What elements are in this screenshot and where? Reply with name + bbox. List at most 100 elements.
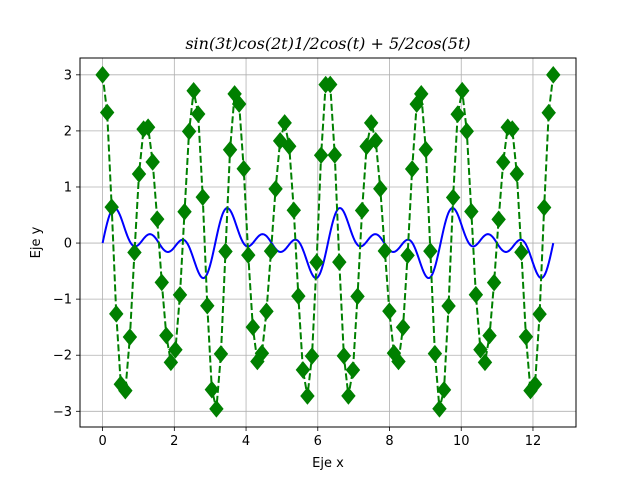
diamond-marker [536, 198, 552, 217]
diamond-marker [304, 347, 320, 365]
diamond-marker [414, 85, 429, 103]
y-tick-label: 1 [64, 180, 72, 195]
x-tick-label: 2 [170, 434, 178, 449]
plot-series [95, 66, 561, 418]
y-tick-label: −1 [53, 293, 72, 308]
y-axis-label: Eje y [29, 226, 44, 258]
x-tick-label: 10 [453, 434, 470, 449]
diamond-marker [345, 361, 361, 379]
grid [80, 58, 576, 427]
diamond-marker [282, 137, 297, 156]
diamond-marker [309, 253, 324, 272]
diamond-marker [445, 188, 461, 207]
diamond-marker [350, 287, 365, 306]
diamond-marker [495, 153, 511, 171]
diamond-marker [300, 387, 315, 405]
diamond-marker [423, 242, 438, 260]
x-tick-label: 0 [98, 434, 106, 449]
diamond-marker [313, 146, 329, 165]
diamond-marker [341, 387, 356, 405]
diamond-marker [209, 400, 224, 418]
diamond-marker [286, 201, 301, 220]
diamond-marker [127, 243, 142, 262]
chart-title: sin(3t)cos(2t)1/2cos(t) + 5/2cos(5t) [185, 34, 470, 53]
diamond-marker [541, 103, 556, 122]
diamond-marker [509, 165, 525, 183]
diamond-marker [222, 140, 238, 159]
diamond-marker [482, 326, 497, 345]
diamond-marker [391, 352, 406, 371]
diamond-marker [468, 285, 484, 304]
x-tick-label: 12 [525, 434, 542, 449]
y-tick-label: 2 [64, 124, 72, 139]
diamond-marker [190, 105, 206, 123]
diamond-marker [427, 344, 443, 363]
diamond-marker [491, 210, 506, 229]
diamond-marker [436, 381, 452, 399]
diamond-marker [181, 122, 197, 141]
y-tick-label: 0 [64, 237, 72, 252]
diamond-marker [140, 118, 156, 136]
diamond-marker [218, 242, 233, 261]
diamond-marker [432, 400, 447, 418]
diamond-marker [122, 328, 138, 346]
diamond-marker [455, 81, 470, 100]
diamond-marker [159, 326, 174, 345]
diamond-marker [377, 242, 393, 260]
diamond-marker [354, 201, 370, 220]
diamond-marker [473, 340, 488, 359]
diamond-marker [150, 210, 165, 228]
diamond-marker [505, 120, 520, 138]
diamond-marker [532, 305, 547, 323]
y-tick-label: 3 [64, 68, 72, 83]
diamond-marker [145, 153, 160, 171]
green-dashed-series-line [101, 74, 555, 410]
x-tick-label: 6 [314, 434, 322, 449]
blue-series-line [101, 207, 555, 280]
diamond-marker [172, 286, 188, 304]
diamond-marker [200, 296, 215, 315]
plot-area-frame [79, 57, 577, 428]
diamond-marker [104, 198, 119, 216]
y-tick-label: −3 [53, 405, 72, 420]
diamond-marker [236, 159, 251, 178]
diamond-marker [322, 75, 338, 94]
diamond-marker [241, 246, 256, 264]
diamond-marker [332, 253, 347, 271]
diamond-marker [546, 66, 561, 84]
diamond-marker [418, 140, 434, 159]
diamond-marker [231, 95, 247, 113]
x-axis-label: Eje x [312, 456, 344, 471]
diamond-marker [213, 345, 229, 363]
diamond-marker [186, 81, 201, 100]
diamond-marker [477, 353, 493, 372]
diamond-marker [195, 188, 210, 206]
diamond-marker [441, 297, 456, 315]
diamond-marker [118, 381, 133, 400]
diamond-marker [295, 361, 311, 379]
diamond-marker [154, 273, 169, 292]
diamond-marker [395, 318, 411, 337]
x-tick-label: 8 [385, 434, 393, 449]
diamond-marker [204, 380, 220, 399]
diamond-marker [163, 353, 179, 372]
diamond-marker [291, 287, 306, 305]
diamond-marker [168, 340, 183, 359]
diamond-marker [99, 103, 115, 122]
diamond-marker [245, 318, 261, 336]
diamond-marker [373, 179, 388, 198]
diamond-marker [131, 165, 147, 183]
diamond-marker [259, 302, 274, 321]
diamond-marker [514, 243, 529, 261]
diamond-marker [527, 375, 543, 394]
diamond-marker [277, 114, 292, 132]
x-tick-label: 4 [242, 434, 250, 449]
diamond-marker [486, 273, 502, 292]
diamond-marker [368, 131, 383, 150]
diamond-marker [109, 305, 124, 323]
diamond-marker [95, 66, 110, 84]
diamond-marker [254, 344, 270, 362]
diamond-marker [464, 202, 479, 221]
